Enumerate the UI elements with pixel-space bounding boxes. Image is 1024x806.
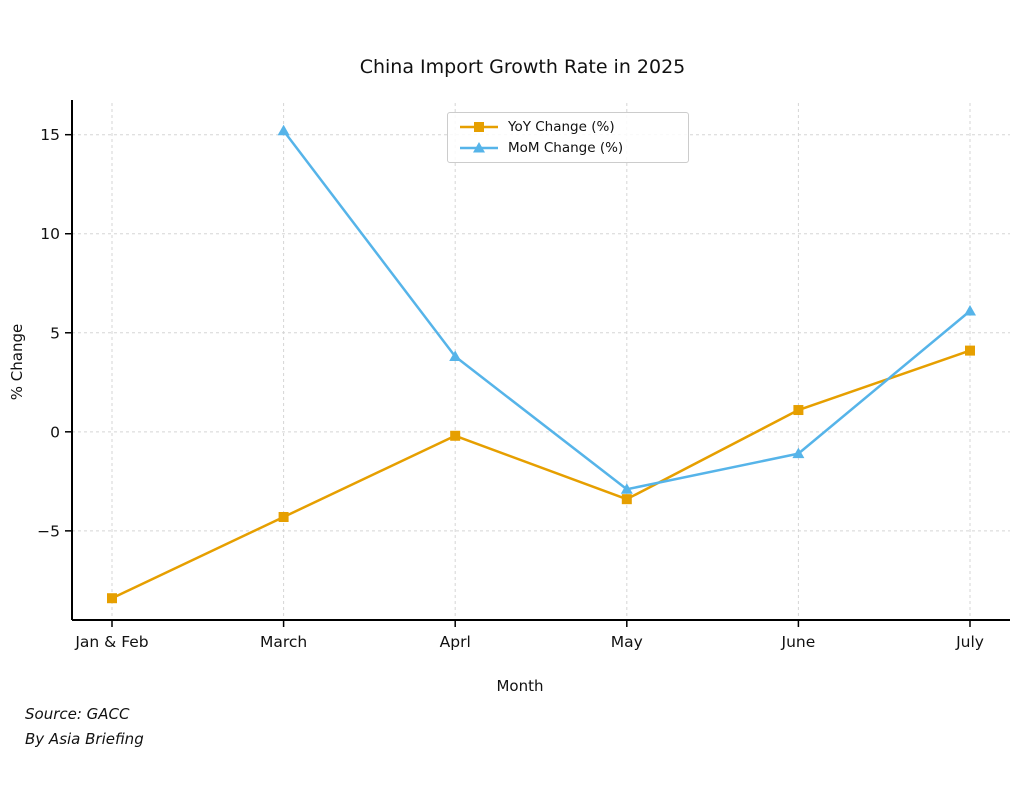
svg-text:0: 0 — [50, 423, 60, 441]
svg-text:May: May — [611, 633, 643, 651]
svg-text:5: 5 — [50, 324, 60, 342]
svg-text:March: March — [260, 633, 307, 651]
data-series — [107, 124, 976, 604]
svg-text:10: 10 — [40, 225, 60, 243]
chart-legend: YoY Change (%) MoM Change (%) — [447, 112, 689, 163]
gridlines — [72, 103, 1010, 620]
svg-text:−5: −5 — [37, 522, 60, 540]
x-axis-title: Month — [496, 677, 544, 695]
legend-yoy-label: YoY Change (%) — [508, 119, 615, 135]
byline: By Asia Briefing — [25, 730, 144, 748]
legend-yoy-marker-icon — [460, 122, 498, 132]
svg-text:Jan & Feb: Jan & Feb — [74, 633, 148, 651]
svg-text:July: July — [955, 633, 984, 651]
svg-text:June: June — [781, 633, 816, 651]
svg-text:Aprl: Aprl — [440, 633, 471, 651]
source-line: Source: GACC — [25, 705, 130, 723]
legend-mom-label: MoM Change (%) — [508, 140, 624, 156]
y-axis-title: % Change — [8, 323, 26, 401]
chart-title: China Import Growth Rate in 2025 — [359, 56, 686, 78]
axes-spines — [65, 100, 1010, 627]
legend-mom-marker-icon — [460, 142, 498, 153]
tick-labels: 15 10 5 0 −5 Jan & Feb March Aprl May June July — [37, 126, 984, 651]
legend-item-mom: MoM Change (%) — [458, 140, 680, 156]
svg-text:15: 15 — [40, 126, 60, 144]
legend-item-yoy: YoY Change (%) — [458, 119, 680, 135]
source-annotation: Source: GACC By Asia Briefing — [25, 702, 144, 752]
